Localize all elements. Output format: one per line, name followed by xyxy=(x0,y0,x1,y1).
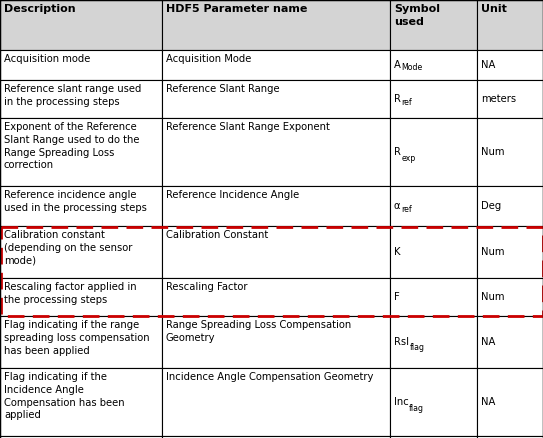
Bar xyxy=(162,368,390,436)
Text: Rescaling factor applied in
the processing steps: Rescaling factor applied in the processi… xyxy=(4,282,137,305)
Bar xyxy=(390,186,477,226)
Bar xyxy=(0,0,162,50)
Text: Flag indicating if the
Incidence Angle
Compensation has been
applied: Flag indicating if the Incidence Angle C… xyxy=(4,372,125,420)
Bar xyxy=(477,80,543,118)
Text: flag: flag xyxy=(409,404,424,413)
Text: Num: Num xyxy=(481,247,504,257)
Bar xyxy=(162,118,390,186)
Bar xyxy=(1,226,542,315)
Text: Acquisition Mode: Acquisition Mode xyxy=(166,54,251,64)
Bar xyxy=(390,50,477,80)
Text: ref: ref xyxy=(401,98,412,107)
Bar xyxy=(162,0,390,50)
Text: meters: meters xyxy=(481,94,516,104)
Bar xyxy=(477,278,543,316)
Bar xyxy=(477,226,543,278)
Text: ref: ref xyxy=(401,205,412,215)
Bar xyxy=(390,118,477,186)
Text: Reference Incidence Angle: Reference Incidence Angle xyxy=(166,190,299,200)
Bar xyxy=(162,316,390,368)
Bar xyxy=(477,186,543,226)
Bar xyxy=(0,118,162,186)
Bar xyxy=(390,278,477,316)
Text: NA: NA xyxy=(481,337,495,347)
Bar xyxy=(390,0,477,50)
Text: R: R xyxy=(394,94,401,104)
Text: K: K xyxy=(394,247,401,257)
Text: Deg: Deg xyxy=(481,201,501,211)
Bar xyxy=(162,80,390,118)
Text: Reference Slant Range Exponent: Reference Slant Range Exponent xyxy=(166,122,330,132)
Bar xyxy=(390,316,477,368)
Bar xyxy=(477,50,543,80)
Bar xyxy=(0,368,162,436)
Text: Flag indicating if the range
spreading loss compensation
has been applied: Flag indicating if the range spreading l… xyxy=(4,320,150,356)
Text: Reference Slant Range: Reference Slant Range xyxy=(166,84,280,94)
Bar xyxy=(162,226,390,278)
Bar xyxy=(0,436,162,438)
Text: Num: Num xyxy=(481,292,504,302)
Bar xyxy=(390,436,477,438)
Bar xyxy=(477,316,543,368)
Text: Symbol
used: Symbol used xyxy=(394,4,440,27)
Text: Rsl: Rsl xyxy=(394,337,409,347)
Text: NA: NA xyxy=(481,397,495,407)
Text: Rescaling Factor: Rescaling Factor xyxy=(166,282,248,292)
Bar xyxy=(162,436,390,438)
Text: NA: NA xyxy=(481,60,495,70)
Bar xyxy=(0,226,162,278)
Text: α: α xyxy=(394,201,401,211)
Text: A: A xyxy=(394,60,401,70)
Bar xyxy=(162,278,390,316)
Text: Range Spreading Loss Compensation
Geometry: Range Spreading Loss Compensation Geomet… xyxy=(166,320,351,343)
Text: Exponent of the Reference
Slant Range used to do the
Range Spreading Loss
correc: Exponent of the Reference Slant Range us… xyxy=(4,122,140,170)
Bar xyxy=(477,436,543,438)
Bar xyxy=(162,50,390,80)
Text: Calibration constant
(depending on the sensor
mode): Calibration constant (depending on the s… xyxy=(4,230,132,265)
Text: exp: exp xyxy=(401,154,415,163)
Bar xyxy=(477,368,543,436)
Bar xyxy=(390,80,477,118)
Text: Incidence Angle Compensation Geometry: Incidence Angle Compensation Geometry xyxy=(166,372,374,382)
Text: Reference incidence angle
used in the processing steps: Reference incidence angle used in the pr… xyxy=(4,190,147,213)
Bar xyxy=(0,316,162,368)
Bar xyxy=(390,368,477,436)
Bar xyxy=(162,186,390,226)
Bar xyxy=(477,118,543,186)
Bar xyxy=(0,50,162,80)
Text: Num: Num xyxy=(481,147,504,157)
Text: Reference slant range used
in the processing steps: Reference slant range used in the proces… xyxy=(4,84,141,107)
Bar xyxy=(0,186,162,226)
Text: Inc: Inc xyxy=(394,397,409,407)
Text: flag: flag xyxy=(409,343,425,352)
Text: Calibration Constant: Calibration Constant xyxy=(166,230,268,240)
Text: R: R xyxy=(394,147,401,157)
Text: Mode: Mode xyxy=(401,64,422,73)
Bar xyxy=(390,226,477,278)
Text: HDF5 Parameter name: HDF5 Parameter name xyxy=(166,4,307,14)
Bar xyxy=(0,80,162,118)
Bar xyxy=(477,0,543,50)
Text: Acquisition mode: Acquisition mode xyxy=(4,54,90,64)
Text: Description: Description xyxy=(4,4,75,14)
Bar xyxy=(0,278,162,316)
Text: Unit: Unit xyxy=(481,4,507,14)
Text: F: F xyxy=(394,292,400,302)
